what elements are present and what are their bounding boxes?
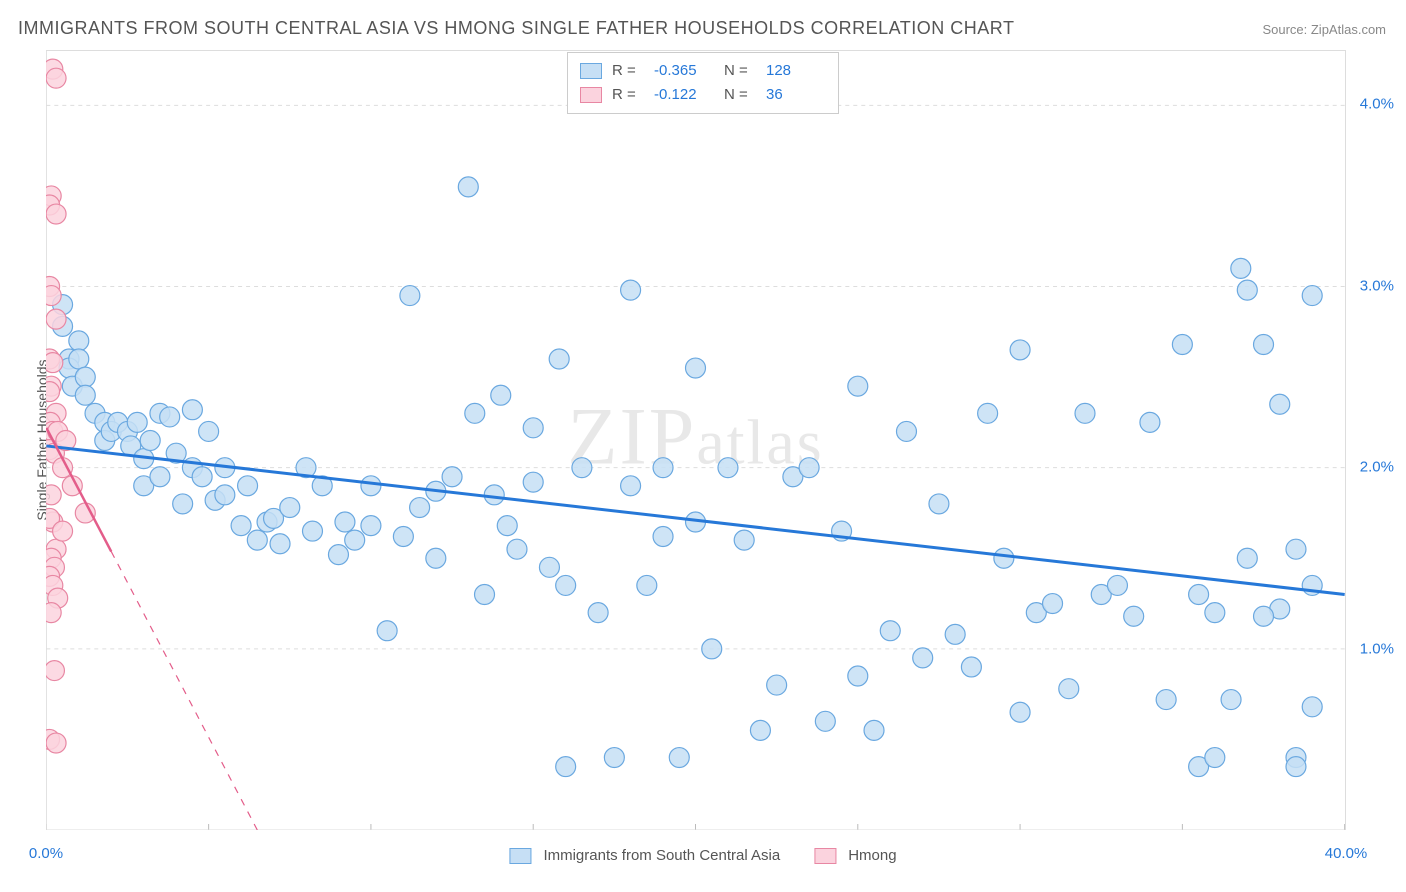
y-tick-4: 4.0% bbox=[1360, 96, 1394, 113]
legend-label-hmong: Hmong bbox=[848, 847, 896, 864]
legend-swatch-sca bbox=[580, 63, 602, 79]
x-tick-40: 40.0% bbox=[1325, 845, 1368, 862]
correlation-legend: R = -0.365 N = 128 R = -0.122 N = 36 bbox=[567, 52, 839, 114]
chart-container: IMMIGRANTS FROM SOUTH CENTRAL ASIA VS HM… bbox=[0, 0, 1406, 892]
legend-r-label: R = bbox=[612, 59, 644, 83]
legend-n-value-hmong: 36 bbox=[766, 83, 826, 107]
y-tick-2: 2.0% bbox=[1360, 459, 1394, 476]
chart-title: IMMIGRANTS FROM SOUTH CENTRAL ASIA VS HM… bbox=[18, 18, 1014, 39]
y-tick-1: 1.0% bbox=[1360, 640, 1394, 657]
source-attribution: Source: ZipAtlas.com bbox=[1262, 22, 1386, 37]
legend-r-value-hmong: -0.122 bbox=[654, 83, 714, 107]
plot-svg bbox=[46, 51, 1345, 830]
series-legend: Immigrants from South Central Asia Hmong bbox=[509, 847, 896, 864]
legend-r-label: R = bbox=[612, 83, 644, 107]
legend-row-hmong: R = -0.122 N = 36 bbox=[580, 83, 826, 107]
legend-label-sca: Immigrants from South Central Asia bbox=[543, 847, 780, 864]
legend-n-label: N = bbox=[724, 83, 756, 107]
legend-n-value-sca: 128 bbox=[766, 59, 826, 83]
legend-n-label: N = bbox=[724, 59, 756, 83]
x-tick-0: 0.0% bbox=[29, 845, 63, 862]
legend-swatch-sca bbox=[509, 848, 531, 864]
legend-swatch-hmong bbox=[580, 87, 602, 103]
legend-swatch-hmong bbox=[814, 848, 836, 864]
plot-area: ZIPatlas bbox=[46, 50, 1346, 830]
legend-row-sca: R = -0.365 N = 128 bbox=[580, 59, 826, 83]
legend-r-value-sca: -0.365 bbox=[654, 59, 714, 83]
y-tick-3: 3.0% bbox=[1360, 277, 1394, 294]
